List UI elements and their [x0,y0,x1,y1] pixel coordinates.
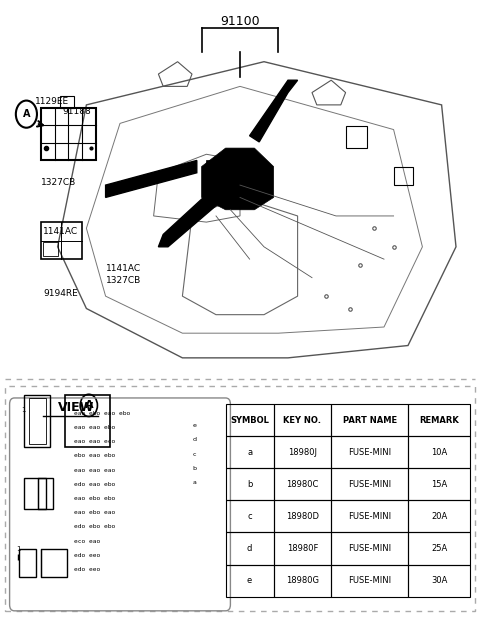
Bar [408,532,470,565]
Bar [60,96,74,108]
Bar [408,468,470,500]
Bar [41,222,82,259]
Bar [41,108,96,160]
Text: 1129EE: 1129EE [35,97,69,106]
Text: c: c [247,512,252,521]
Text: 25A: 25A [431,544,447,553]
Text: c: c [192,452,196,457]
Bar [24,395,50,447]
Text: eao ebo eao ebo: eao ebo eao ebo [74,411,131,416]
Bar [331,404,408,436]
Text: b: b [192,466,196,471]
Polygon shape [202,148,274,210]
Text: 1327CB: 1327CB [106,276,141,285]
Bar [394,167,413,185]
Text: d: d [192,437,196,442]
Bar [226,468,274,500]
Text: 18980C: 18980C [286,480,319,489]
Text: 15A: 15A [431,480,447,489]
Bar [331,532,408,565]
Text: d: d [247,544,252,553]
Bar [408,565,470,597]
Text: PART NAME: PART NAME [343,416,396,424]
Text: 18980G: 18980G [286,576,319,585]
Text: eao eao ebo: eao eao ebo [74,425,116,430]
Bar [41,549,67,577]
Bar [226,532,274,565]
Bar [331,565,408,597]
Text: 18980F: 18980F [287,544,318,553]
Bar [274,532,331,565]
Text: edo eeo: edo eeo [74,567,101,572]
Text: edo eeo: edo eeo [74,553,101,558]
Bar [331,436,408,468]
Text: e: e [192,423,196,428]
Text: 1141AC: 1141AC [106,264,141,273]
Bar [206,160,240,191]
Text: e: e [247,576,252,585]
Text: b: b [247,480,252,489]
Text: FUSE-MINI: FUSE-MINI [348,480,391,489]
Text: FUSE-MINI: FUSE-MINI [348,544,391,553]
Text: a: a [247,448,252,457]
Bar [43,242,58,256]
Text: REMARK: REMARK [420,416,459,424]
Bar [226,565,274,597]
Text: 1141AC: 1141AC [43,227,78,236]
Text: edo eao ebo: edo eao ebo [74,482,116,487]
Text: 30A: 30A [431,576,447,585]
Text: FUSE-MINI: FUSE-MINI [348,576,391,585]
Bar [29,398,46,444]
Bar [274,404,331,436]
Text: FUSE-MINI: FUSE-MINI [348,512,391,521]
Bar [331,468,408,500]
Text: 1: 1 [21,407,25,413]
Text: ebo eao ebo: ebo eao ebo [74,453,116,458]
Text: A: A [23,109,30,119]
Bar [274,565,331,597]
Bar [226,500,274,532]
Text: eao ebo ebo: eao ebo ebo [74,496,116,501]
Text: 18980J: 18980J [288,448,317,457]
Text: SYMBOL: SYMBOL [230,416,269,424]
Bar [408,404,470,436]
Bar [226,436,274,468]
Text: a: a [192,480,196,485]
Bar [274,436,331,468]
Bar [19,549,36,577]
Bar [346,126,367,148]
Text: 91100: 91100 [220,15,260,28]
Text: FUSE-MINI: FUSE-MINI [348,448,391,457]
Text: 1: 1 [16,546,21,552]
Text: 10A: 10A [431,448,447,457]
Text: VIEW: VIEW [58,401,94,414]
Bar [38,478,53,509]
Text: eao eao eco: eao eao eco [74,439,116,444]
Bar [65,395,110,447]
Text: eco eao: eco eao [74,539,101,544]
Text: 9194RE: 9194RE [43,289,78,297]
Text: A: A [84,400,93,410]
Text: edo ebo ebo: edo ebo ebo [74,524,116,529]
Polygon shape [250,80,298,142]
Text: KEY NO.: KEY NO. [283,416,322,424]
Bar [274,500,331,532]
Text: 91188: 91188 [62,107,91,115]
Polygon shape [106,160,197,197]
Bar [226,404,274,436]
Bar [274,468,331,500]
Bar [24,478,46,509]
Text: eao ebo eao: eao ebo eao [74,510,116,515]
Bar [331,500,408,532]
Text: 18980D: 18980D [286,512,319,521]
Bar [408,500,470,532]
Polygon shape [158,173,240,247]
Text: eao eao eao: eao eao eao [74,468,116,473]
Text: 1327CB: 1327CB [41,178,76,186]
Text: 20A: 20A [431,512,447,521]
Bar [408,436,470,468]
